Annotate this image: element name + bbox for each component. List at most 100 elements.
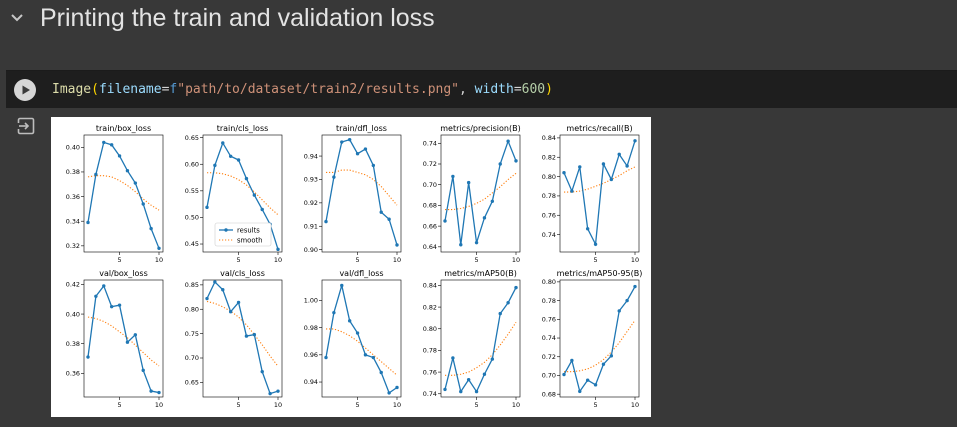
results-point [252,193,257,197]
subplot-5: metrics/recall(B) 0.74 0.76 0.78 0.80 0.82 0.8… [542,124,640,264]
x-tick-label: 10 [274,401,282,409]
results-series-line [444,287,517,394]
subplot-6: val/box_loss 0.36 0.38 0.40 0.42 5 10 [66,269,164,409]
x-tick-label: 10 [155,256,163,264]
results-point [625,298,629,303]
subplot-frame [321,279,402,398]
y-tick-label: 0.38 [66,168,80,176]
results-point [482,372,487,376]
code-equals: = [161,82,170,97]
results-point [244,176,249,181]
subplot-title: val/dfl_loss [339,269,383,278]
results-point [379,370,383,375]
y-tick-label: 0.70 [542,372,556,380]
y-tick-label: 0.74 [423,390,437,398]
results-point [514,159,518,163]
smooth-series-line [87,175,160,211]
results-point [578,165,582,169]
smooth-series-line [564,166,636,193]
subplot-10: metrics/mAP50-95(B) 0.68 0.70 0.72 0.74 0.76 0… [542,269,643,409]
results-point [371,355,376,360]
results-point [324,219,328,224]
y-tick-label: 0.98 [304,324,318,332]
results-point [228,309,233,314]
y-tick-label: 0.76 [542,316,556,324]
y-tick-label: 0.70 [423,181,437,189]
results-point [371,163,376,168]
results-point [633,284,637,289]
results-point [260,207,264,212]
results-point [228,154,233,158]
y-tick-label: 0.78 [542,192,556,200]
subplot-frame [202,134,283,253]
subplot-title: metrics/recall(B) [566,124,632,133]
results-point [466,180,471,185]
subplot-frame [440,279,521,398]
subplot-7: val/cls_loss 0.65 0.70 0.75 0.80 0.85 5 10 [185,269,283,409]
results-point [562,171,566,175]
code-fstring-prefix: f [169,82,178,97]
y-tick-label: 0.90 [304,246,318,254]
code-cell: Image(filename=f"path/to/dataset/train2/… [6,68,957,427]
results-point [363,147,368,151]
y-tick-label: 0.84 [423,282,437,290]
subplot-frame [559,279,640,398]
results-point [252,332,257,337]
y-tick-label: 0.80 [542,278,556,286]
results-point [102,140,106,145]
y-tick-label: 0.36 [66,370,80,378]
results-point [617,309,621,313]
x-tick-label: 5 [118,256,122,264]
results-point [268,391,272,396]
results-point [86,355,90,359]
run-cell-button[interactable] [14,79,36,101]
play-icon [22,85,30,95]
results-point [578,389,582,394]
y-tick-label: 0.92 [304,199,318,207]
y-tick-label: 0.34 [66,217,80,225]
x-tick-label: 10 [512,256,520,264]
y-tick-label: 0.76 [542,211,556,219]
results-point [332,310,336,315]
results-point [109,304,114,309]
y-tick-label: 0.78 [423,347,437,355]
y-tick-label: 0.32 [66,242,80,250]
chevron-down-icon[interactable] [8,8,26,26]
y-tick-label: 0.72 [542,353,556,361]
results-point [157,390,161,395]
results-series-line [444,139,517,245]
results-series-line [206,141,279,250]
x-tick-label: 5 [594,401,598,409]
y-tick-label: 0.65 [185,134,199,142]
results-point [86,220,90,225]
y-tick-label: 0.82 [542,153,556,161]
x-tick-label: 10 [631,256,639,264]
y-tick-label: 0.80 [542,173,556,181]
smooth-series-line [87,316,160,367]
x-tick-label: 5 [356,256,360,264]
results-point [276,247,280,252]
y-tick-label: 0.75 [185,330,199,338]
subplot-2: train/cls_loss 0.45 0.50 0.55 0.60 0.65 5 10 res… [185,124,283,264]
y-tick-label: 0.84 [542,134,556,142]
y-tick-label: 0.80 [423,325,437,333]
legend-smooth-label: smooth [237,237,262,245]
code-function-name: Image [52,82,92,97]
x-tick-label: 5 [594,256,598,264]
output-redirect-icon[interactable] [16,116,36,136]
subplot-8: val/dfl_loss 0.94 0.96 0.98 1.00 5 10 [304,269,402,409]
y-tick-label: 0.74 [542,334,556,342]
results-series-line [87,141,160,249]
subplot-9: metrics/mAP50(B) 0.74 0.76 0.78 0.80 0.82 0.84… [423,269,521,409]
results-point [395,385,399,390]
y-tick-label: 0.78 [542,297,556,305]
results-point [514,285,518,290]
results-point [157,246,161,251]
subplot-title: train/box_loss [96,124,151,133]
code-line[interactable]: Image(filename=f"path/to/dataset/train2/… [52,82,553,97]
results-point [205,296,209,301]
x-tick-label: 10 [631,401,639,409]
results-series-line [87,284,160,394]
code-editor[interactable]: Image(filename=f"path/to/dataset/train2/… [6,70,957,108]
